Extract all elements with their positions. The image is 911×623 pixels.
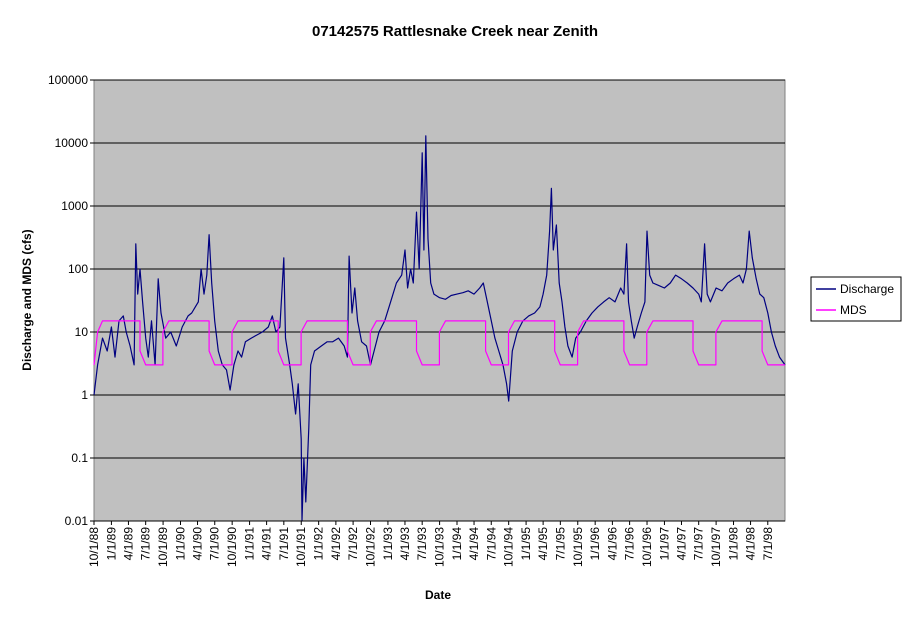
y-tick-label: 0.01	[65, 514, 89, 528]
x-tick-label: 4/1/89	[121, 527, 135, 561]
x-tick-label: 10/1/90	[225, 527, 239, 567]
x-tick-label: 7/1/98	[761, 527, 775, 561]
x-tick-label: 1/1/90	[173, 527, 187, 561]
x-tick-label: 7/1/92	[346, 527, 360, 561]
y-tick-label: 100000	[48, 73, 88, 87]
plot-area	[93, 79, 786, 522]
x-tick-label: 10/1/95	[571, 527, 585, 567]
x-tick-label: 10/1/89	[156, 527, 170, 567]
x-tick-label: 1/1/97	[657, 527, 671, 561]
x-tick-label: 4/1/90	[191, 527, 205, 561]
x-tick-label: 4/1/93	[398, 527, 412, 561]
x-tick-label: 4/1/97	[674, 527, 688, 561]
x-tick-label: 1/1/92	[312, 527, 326, 561]
x-tick-label: 7/1/94	[484, 527, 498, 561]
x-tick-label: 1/1/91	[243, 527, 257, 561]
x-tick-label: 4/1/98	[744, 527, 758, 561]
x-tick-label: 10/1/88	[87, 527, 101, 567]
x-tick-label: 4/1/95	[536, 527, 550, 561]
series-line-mds	[93, 320, 785, 366]
x-tick-label: 1/1/94	[450, 527, 464, 561]
x-tick-label: 4/1/96	[605, 527, 619, 561]
x-tick-label: 1/1/98	[727, 527, 741, 561]
x-tick-label: 10/1/91	[294, 527, 308, 567]
y-tick-label: 0.1	[71, 451, 88, 465]
x-axis: 10/1/88 1/1/89 4/1/89 7/1/89 10/1/89 1/1/90 4/…	[87, 520, 785, 567]
x-tick-label: 1/1/93	[381, 527, 395, 561]
x-tick-label: 7/1/97	[692, 527, 706, 561]
y-axis: 0.01 0.1 1 10 100 1000 10000 100000	[48, 73, 94, 528]
legend-label-mds: MDS	[840, 303, 867, 317]
x-tick-label: 10/1/93	[433, 527, 447, 567]
x-tick-label: 1/1/89	[104, 527, 118, 561]
x-tick-label: 10/1/97	[709, 527, 723, 567]
x-tick-label: 7/1/89	[139, 527, 153, 561]
x-tick-label: 7/1/91	[277, 527, 291, 561]
x-tick-label: 4/1/92	[329, 527, 343, 561]
x-tick-label: 7/1/93	[415, 527, 429, 561]
legend-label-discharge: Discharge	[840, 282, 894, 296]
legend-box	[810, 276, 902, 322]
y-tick-label: 10000	[55, 136, 89, 150]
y-axis-title: Discharge and MDS (cfs)	[20, 229, 34, 370]
x-tick-label: 7/1/96	[623, 527, 637, 561]
x-tick-label: 10/1/96	[640, 527, 654, 567]
x-tick-label: 10/1/94	[502, 527, 516, 567]
x-tick-label: 4/1/91	[260, 527, 274, 561]
y-tick-label: 1	[81, 388, 88, 402]
y-tick-label: 100	[68, 262, 88, 276]
chart-title: 07142575 Rattlesnake Creek near Zenith	[312, 23, 598, 40]
legend: Discharge MDS	[810, 276, 902, 322]
series-line-discharge	[93, 135, 786, 522]
y-tick-label: 10	[75, 325, 89, 339]
x-axis-title: Date	[425, 588, 451, 602]
x-tick-label: 4/1/94	[467, 527, 481, 561]
series-layer	[93, 135, 786, 522]
x-tick-label: 1/1/96	[588, 527, 602, 561]
y-tick-label: 1000	[61, 199, 88, 213]
x-tick-label: 7/1/95	[553, 527, 567, 561]
x-tick-label: 1/1/95	[519, 527, 533, 561]
x-tick-label: 7/1/90	[208, 527, 222, 561]
x-tick-label: 10/1/92	[364, 527, 378, 567]
